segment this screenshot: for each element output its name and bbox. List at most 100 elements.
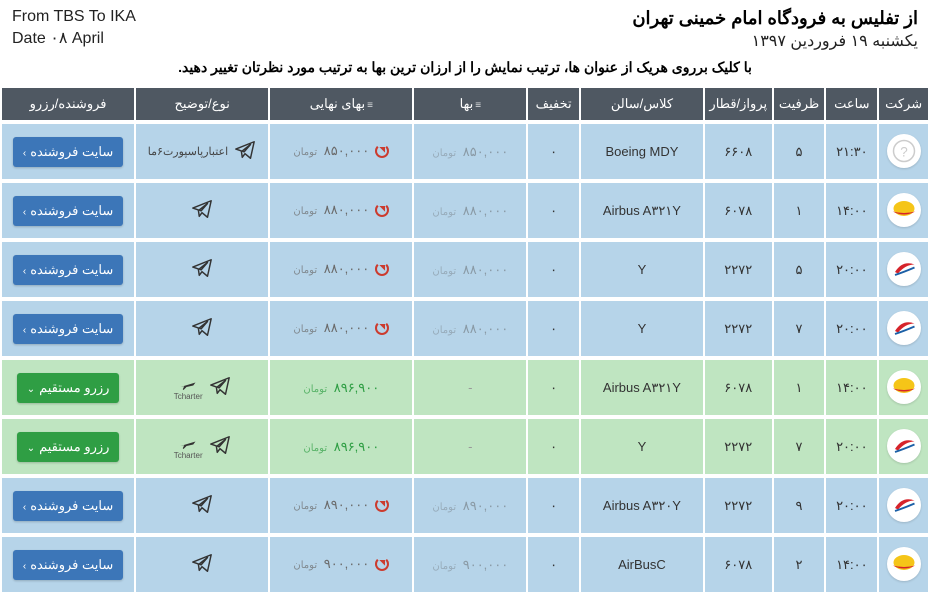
table-row: ۱۴:۰۰۱۶۰۷۸Airbus A۳۲۱Y۰۸۸۰,۰۰۰ تومان۸۸۰,… bbox=[2, 183, 928, 238]
flight-cell: ۲۲۷۲ bbox=[705, 478, 772, 533]
table-row: ۱۴:۰۰۲۶۰۷۸AirBusC۰۹۰۰,۰۰۰ تومان۹۰۰,۰۰۰ ت… bbox=[2, 537, 928, 592]
table-row: ۲۰:۰۰۵۲۲۷۲Y۰۸۸۰,۰۰۰ تومان۸۸۰,۰۰۰ تومانسا… bbox=[2, 242, 928, 297]
capacity-cell: ۵ bbox=[774, 124, 825, 179]
col-action[interactable]: فروشنده/رزرو bbox=[2, 88, 134, 120]
col-price[interactable]: ≡بها bbox=[414, 88, 526, 120]
tcharter-icon: Tcharter bbox=[174, 434, 203, 460]
capacity-cell: ۹ bbox=[774, 478, 825, 533]
time-cell: ۲۰:۰۰ bbox=[826, 242, 877, 297]
direct-reserve-button[interactable]: رزرو مستقیم⌄ bbox=[17, 432, 120, 462]
col-flight[interactable]: پرواز/قطار bbox=[705, 88, 772, 120]
table-row: ۲۰:۰۰۷۲۲۷۲Y۰۸۸۰,۰۰۰ تومان۸۸۰,۰۰۰ تومانسا… bbox=[2, 301, 928, 356]
time-cell: ۱۴:۰۰ bbox=[826, 183, 877, 238]
col-company[interactable]: شرکت bbox=[879, 88, 928, 120]
flight-cell: ۲۲۷۲ bbox=[705, 301, 772, 356]
airline-logo: ? bbox=[887, 134, 921, 168]
class-cell: Y bbox=[581, 301, 703, 356]
telegram-icon bbox=[191, 198, 213, 223]
capacity-cell: ۲ bbox=[774, 537, 825, 592]
capacity-cell: ۱ bbox=[774, 183, 825, 238]
final-price-cell: ۸۹۶,۹۰۰ تومان bbox=[270, 419, 412, 474]
col-time[interactable]: ساعت bbox=[826, 88, 877, 120]
discount-cell: ۰ bbox=[528, 537, 579, 592]
type-cell bbox=[136, 537, 268, 592]
capacity-cell: ۷ bbox=[774, 419, 825, 474]
airline-logo bbox=[887, 252, 921, 286]
flight-cell: ۶۰۷۸ bbox=[705, 360, 772, 415]
price-cell: - bbox=[414, 419, 526, 474]
type-cell bbox=[136, 183, 268, 238]
refresh-icon bbox=[375, 203, 389, 217]
telegram-icon bbox=[209, 434, 231, 459]
col-discount[interactable]: تخفیف bbox=[528, 88, 579, 120]
direct-reserve-button[interactable]: رزرو مستقیم⌄ bbox=[17, 373, 120, 403]
final-price-cell: ۸۵۰,۰۰۰ تومان bbox=[270, 124, 412, 179]
refresh-icon bbox=[375, 557, 389, 571]
svg-text:?: ? bbox=[900, 144, 908, 159]
price-cell: ۸۹۰,۰۰۰ تومان bbox=[414, 478, 526, 533]
type-cell bbox=[136, 478, 268, 533]
type-cell bbox=[136, 242, 268, 297]
table-row: ۱۴:۰۰۱۶۰۷۸Airbus A۳۲۱Y۰-۸۹۶,۹۰۰ تومانTch… bbox=[2, 360, 928, 415]
airline-logo bbox=[887, 547, 921, 581]
seller-site-button[interactable]: سایت فروشنده› bbox=[13, 550, 123, 580]
type-cell bbox=[136, 301, 268, 356]
flight-cell: ۶۰۷۸ bbox=[705, 537, 772, 592]
time-cell: ۲۰:۰۰ bbox=[826, 301, 877, 356]
discount-cell: ۰ bbox=[528, 242, 579, 297]
time-cell: ۲۱:۳۰ bbox=[826, 124, 877, 179]
sort-instruction: با کلیک برروی هریک از عنوان ها، ترتیب نم… bbox=[0, 55, 930, 84]
refresh-icon bbox=[375, 262, 389, 276]
table-row: ?۲۱:۳۰۵۶۶۰۸Boeing MDY۰۸۵۰,۰۰۰ تومان۸۵۰,۰… bbox=[2, 124, 928, 179]
seller-site-button[interactable]: سایت فروشنده› bbox=[13, 196, 123, 226]
price-cell: ۸۸۰,۰۰۰ تومان bbox=[414, 183, 526, 238]
class-cell: Airbus A۳۲۰Y bbox=[581, 478, 703, 533]
class-cell: Y bbox=[581, 419, 703, 474]
price-cell: - bbox=[414, 360, 526, 415]
time-cell: ۱۴:۰۰ bbox=[826, 537, 877, 592]
tcharter-icon: Tcharter bbox=[174, 375, 203, 401]
seller-site-button[interactable]: سایت فروشنده› bbox=[13, 137, 123, 167]
telegram-icon bbox=[191, 316, 213, 341]
col-capacity[interactable]: ظرفیت bbox=[774, 88, 825, 120]
type-cell: اعتبارپاسپورت۶ماه ا... bbox=[136, 124, 268, 179]
persian-date: یکشنبه ۱۹ فروردین ۱۳۹۷ bbox=[632, 31, 918, 51]
route-code: From TBS To IKA bbox=[12, 8, 136, 26]
telegram-icon bbox=[191, 257, 213, 282]
class-cell: Airbus A۳۲۱Y bbox=[581, 183, 703, 238]
flights-table: شرکت ساعت ظرفیت پرواز/قطار کلاس/سالن تخف… bbox=[0, 84, 930, 596]
discount-cell: ۰ bbox=[528, 360, 579, 415]
class-cell: AirBusC bbox=[581, 537, 703, 592]
col-class[interactable]: کلاس/سالن bbox=[581, 88, 703, 120]
price-cell: ۸۸۰,۰۰۰ تومان bbox=[414, 301, 526, 356]
final-price-cell: ۹۰۰,۰۰۰ تومان bbox=[270, 537, 412, 592]
discount-cell: ۰ bbox=[528, 419, 579, 474]
airline-logo bbox=[887, 370, 921, 404]
final-price-cell: ۸۸۰,۰۰۰ تومان bbox=[270, 183, 412, 238]
capacity-cell: ۱ bbox=[774, 360, 825, 415]
discount-cell: ۰ bbox=[528, 124, 579, 179]
final-price-cell: ۸۸۰,۰۰۰ تومان bbox=[270, 301, 412, 356]
discount-cell: ۰ bbox=[528, 478, 579, 533]
flight-cell: ۲۲۷۲ bbox=[705, 419, 772, 474]
telegram-icon bbox=[191, 493, 213, 518]
airline-logo bbox=[887, 488, 921, 522]
col-final-price[interactable]: ≡بهای نهایی bbox=[270, 88, 412, 120]
airline-logo bbox=[887, 311, 921, 345]
table-row: ۲۰:۰۰۷۲۲۷۲Y۰-۸۹۶,۹۰۰ تومانTcharterرزرو م… bbox=[2, 419, 928, 474]
col-type[interactable]: نوع/توضیح bbox=[136, 88, 268, 120]
seller-site-button[interactable]: سایت فروشنده› bbox=[13, 491, 123, 521]
telegram-icon bbox=[234, 139, 256, 164]
airline-logo bbox=[887, 429, 921, 463]
refresh-icon bbox=[375, 144, 389, 158]
discount-cell: ۰ bbox=[528, 183, 579, 238]
seller-site-button[interactable]: سایت فروشنده› bbox=[13, 314, 123, 344]
english-date: Date ۰۸ April bbox=[12, 28, 136, 48]
telegram-icon bbox=[209, 375, 231, 400]
seller-site-button[interactable]: سایت فروشنده› bbox=[13, 255, 123, 285]
class-cell: Airbus A۳۲۱Y bbox=[581, 360, 703, 415]
refresh-icon bbox=[375, 321, 389, 335]
refresh-icon bbox=[375, 498, 389, 512]
price-cell: ۸۸۰,۰۰۰ تومان bbox=[414, 242, 526, 297]
class-cell: Boeing MDY bbox=[581, 124, 703, 179]
